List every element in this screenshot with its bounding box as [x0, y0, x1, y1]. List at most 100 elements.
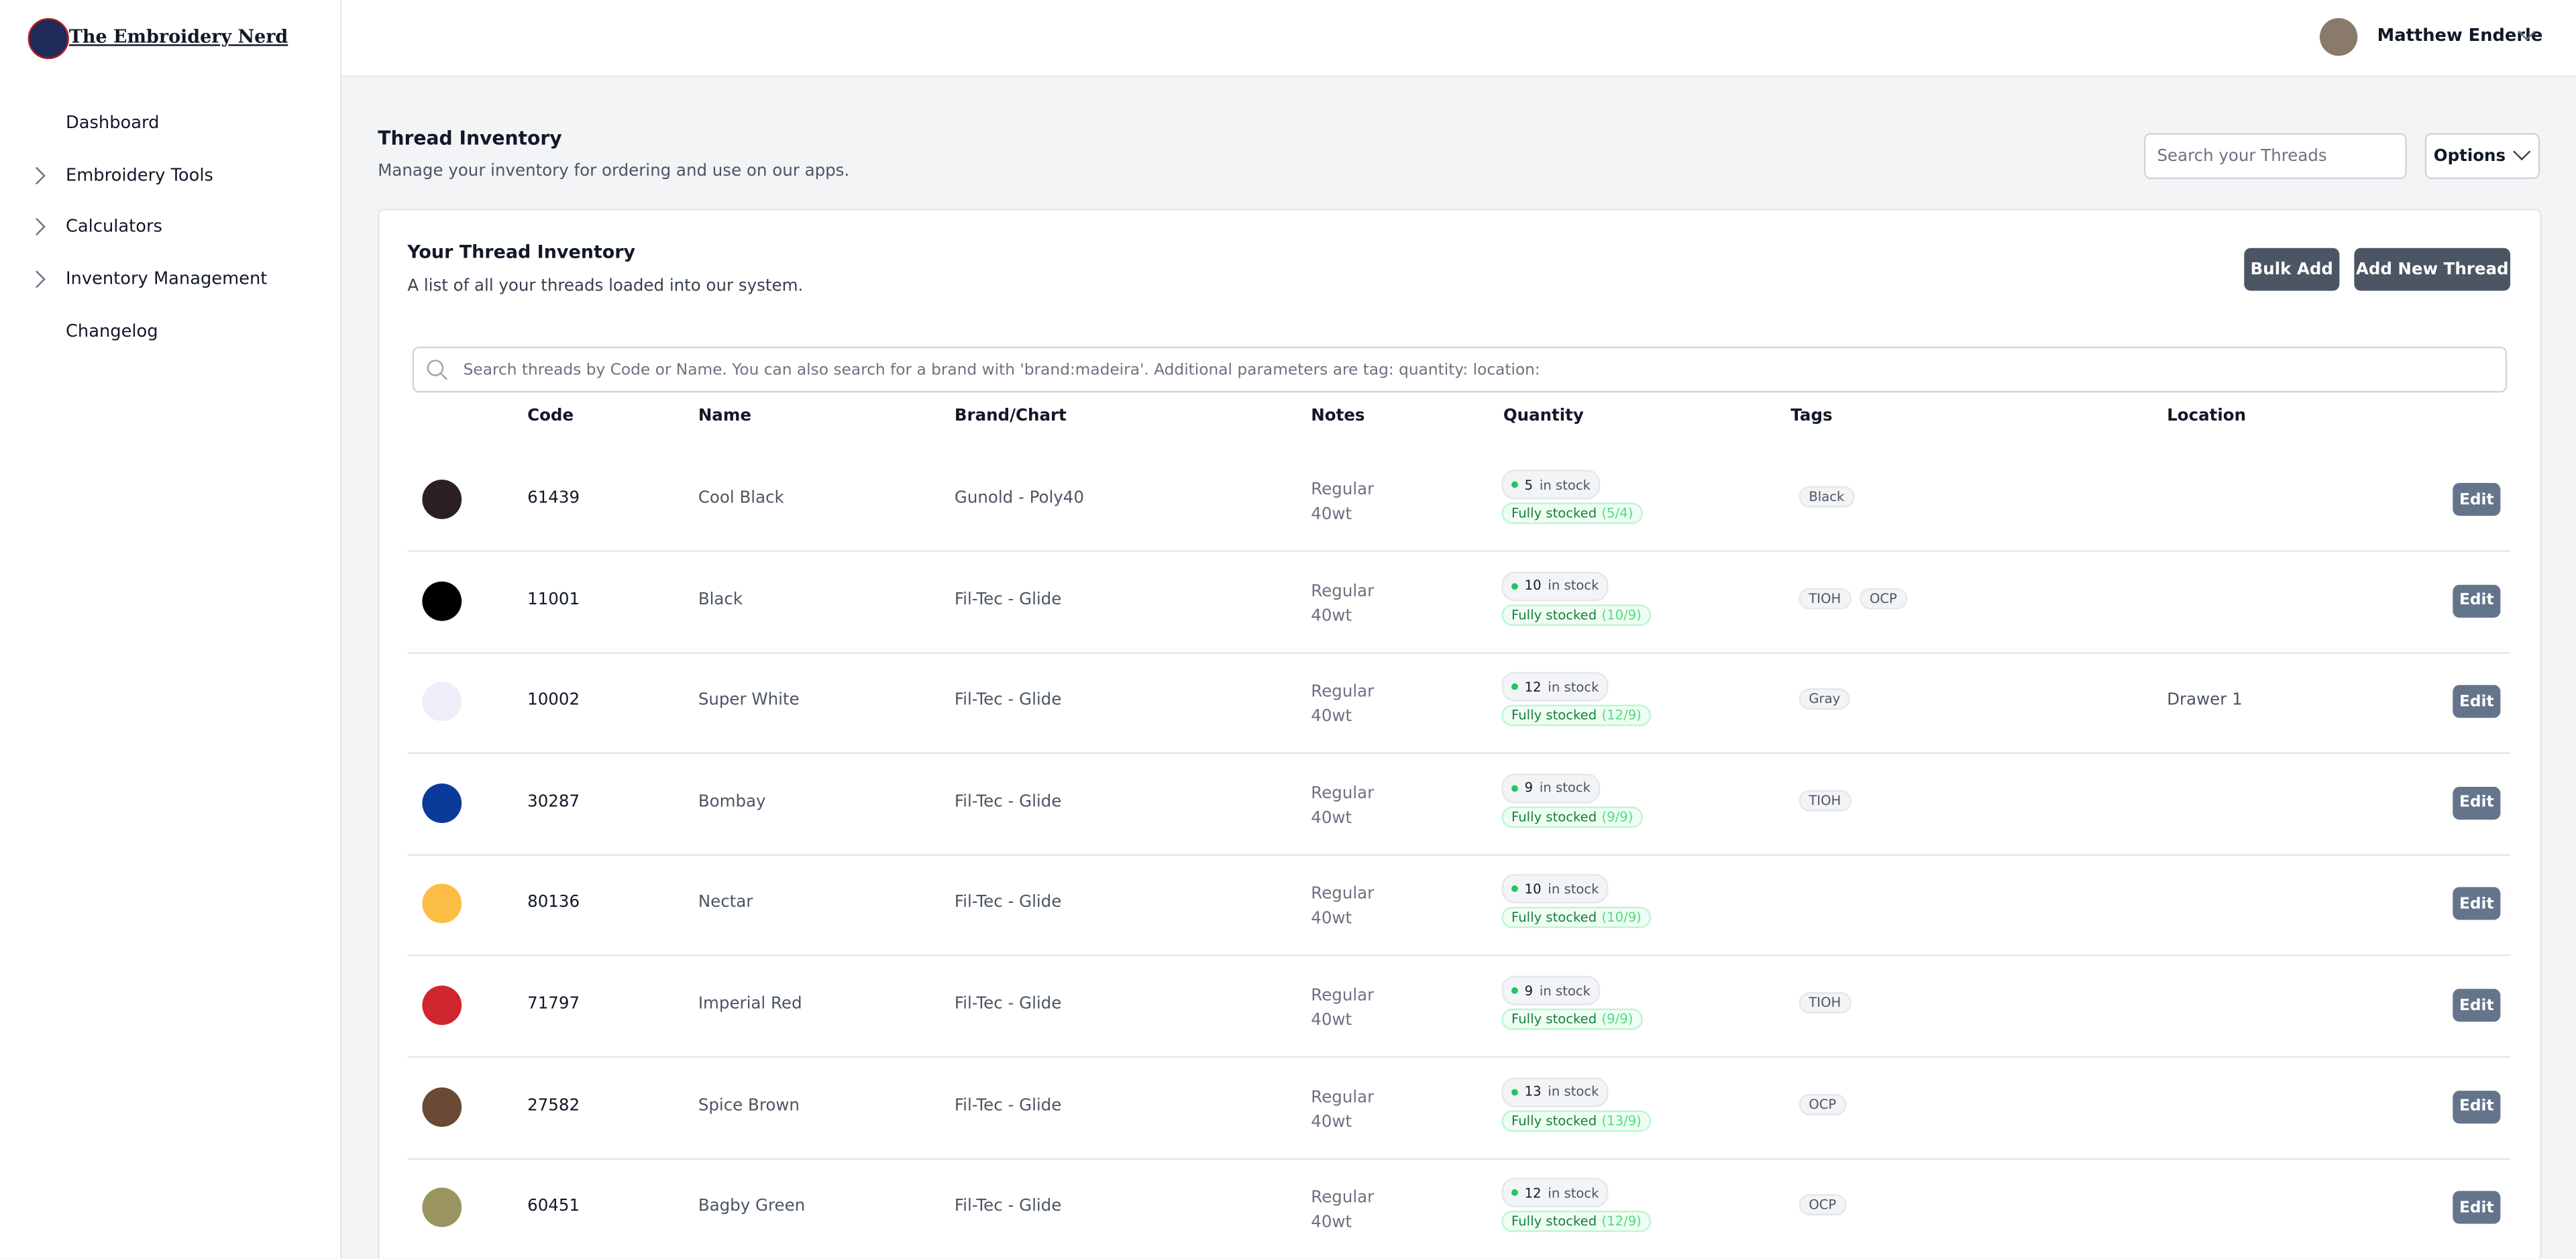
quantity: 10 — [1524, 881, 1542, 897]
ratio: (9/9) — [1601, 1011, 1633, 1027]
quantity: 9 — [1524, 983, 1534, 998]
table-row — [407, 754, 2511, 856]
name: Imperial Red — [698, 995, 802, 1014]
tag: Black — [1799, 486, 1855, 508]
edit-button[interactable]: Edit — [2453, 887, 2501, 921]
quantity: 10 — [1524, 578, 1542, 594]
code: 60451 — [527, 1197, 580, 1216]
brand: Fil-Tec - Glide — [954, 1096, 1062, 1115]
avatar[interactable] — [2319, 17, 2358, 56]
in-stock: in stock — [1539, 477, 1591, 492]
stock-pill: 13 in stock — [1501, 1077, 1609, 1107]
nav-item[interactable]: Changelog — [65, 321, 158, 341]
expand-chevron[interactable] — [33, 217, 46, 237]
table-search[interactable]: Search threads by Code or Name. You can … — [412, 346, 2508, 393]
color-swatch — [422, 985, 462, 1026]
stock-pill: 9 in stock — [1501, 773, 1601, 804]
tag: TIOH — [1799, 587, 1851, 609]
color-swatch — [422, 480, 462, 519]
edit-button[interactable]: Edit — [2453, 1090, 2501, 1124]
ratio: (10/9) — [1601, 910, 1642, 926]
in-stock: in stock — [1539, 780, 1591, 796]
tag: OCP — [1799, 1194, 1846, 1216]
bulk-add-button[interactable]: Bulk Add — [2244, 248, 2340, 291]
expand-chevron[interactable] — [33, 270, 46, 289]
notes: Regular 40wt — [1311, 1189, 1375, 1233]
page-subtitle: Manage your inventory for ordering and u… — [378, 162, 850, 181]
in-stock: in stock — [1548, 881, 1599, 897]
status: Fully stocked — [1511, 1011, 1597, 1027]
user-name[interactable]: Matthew Enderle — [2377, 26, 2543, 46]
code: 71797 — [527, 995, 580, 1014]
placeholder: Search your Threads — [2157, 147, 2327, 166]
page-title: Thread Inventory — [378, 126, 562, 150]
placeholder: Search threads by Code or Name. You can … — [463, 360, 1540, 379]
stock-pill: 9 in stock — [1501, 975, 1601, 1005]
logo[interactable]: The Embroidery Nerd — [68, 26, 288, 48]
brand: Gunold - Poly40 — [954, 489, 1084, 508]
table-row — [407, 450, 2511, 552]
notes: Regular 40wt — [1311, 885, 1375, 929]
brand: Fil-Tec - Glide — [954, 1197, 1062, 1216]
sidebar: The Embroidery Nerd Dashboard Embroidery … — [0, 0, 342, 1258]
brand: Fil-Tec - Glide — [954, 995, 1062, 1014]
nav-item[interactable]: Inventory Management — [65, 269, 268, 290]
tag: TIOH — [1799, 789, 1851, 812]
quantity: 5 — [1524, 477, 1534, 492]
edit-button[interactable]: Edit — [2453, 584, 2501, 617]
stock-status: Fully stocked (12/9) — [1501, 705, 1652, 726]
add-thread-button[interactable]: Add New Thread — [2354, 248, 2511, 291]
expand-chevron[interactable] — [33, 166, 46, 185]
tag: Gray — [1799, 688, 1850, 710]
quantity: 12 — [1524, 679, 1542, 695]
edit-button[interactable]: Edit — [2453, 786, 2501, 820]
in-stock: in stock — [1548, 1185, 1599, 1201]
nav-item[interactable]: Embroidery Tools — [65, 165, 213, 185]
column-header: Brand/Chart — [954, 407, 1067, 426]
color-swatch — [422, 783, 462, 823]
name: Cool Black — [698, 489, 784, 508]
column-header: Tags — [1790, 407, 1833, 426]
in-stock: in stock — [1548, 578, 1599, 594]
thread-search[interactable]: Search your Threads — [2143, 133, 2407, 179]
status: Fully stocked — [1511, 1214, 1597, 1229]
nav-item[interactable]: Dashboard — [65, 113, 160, 133]
edit-button[interactable]: Edit — [2453, 989, 2501, 1022]
stock-status: Fully stocked (10/9) — [1501, 604, 1652, 626]
in-stock: in stock — [1548, 679, 1599, 695]
quantity: 9 — [1524, 780, 1534, 796]
brand: Fil-Tec - Glide — [954, 894, 1062, 913]
table-row — [407, 653, 2511, 755]
code: 61439 — [527, 489, 580, 508]
search-icon — [427, 360, 447, 380]
card-title: Your Thread Inventory — [407, 241, 636, 263]
tag: TIOH — [1799, 992, 1851, 1014]
nav-item[interactable]: Calculators — [65, 217, 162, 237]
name: Black — [698, 590, 743, 609]
quantity: 12 — [1524, 1185, 1542, 1201]
edit-button[interactable]: Edit — [2453, 1191, 2501, 1224]
column-header: Quantity — [1503, 407, 1584, 426]
edit-button[interactable]: Edit — [2453, 483, 2501, 516]
edit-button[interactable]: Edit — [2453, 685, 2501, 718]
table-row — [407, 551, 2511, 653]
topbar: Matthew Enderle — [341, 0, 2576, 78]
code: 80136 — [527, 894, 580, 913]
brand: Fil-Tec - Glide — [954, 793, 1062, 812]
name: Bombay — [698, 793, 766, 812]
location: Drawer 1 — [2167, 692, 2243, 710]
chevron — [2518, 30, 2536, 41]
stock-status: Fully stocked (13/9) — [1501, 1109, 1652, 1132]
in-stock: in stock — [1539, 983, 1591, 998]
ratio: (9/9) — [1601, 809, 1633, 824]
status: Fully stocked — [1511, 1113, 1597, 1128]
table-row — [407, 1057, 2511, 1159]
options-button[interactable]: Options — [2424, 133, 2540, 179]
column-header: Code — [527, 407, 574, 426]
notes: Regular 40wt — [1311, 1088, 1375, 1132]
color-swatch — [422, 1188, 462, 1227]
status: Fully stocked — [1511, 506, 1597, 521]
notes: Regular 40wt — [1311, 582, 1375, 626]
color-swatch — [422, 1087, 462, 1127]
